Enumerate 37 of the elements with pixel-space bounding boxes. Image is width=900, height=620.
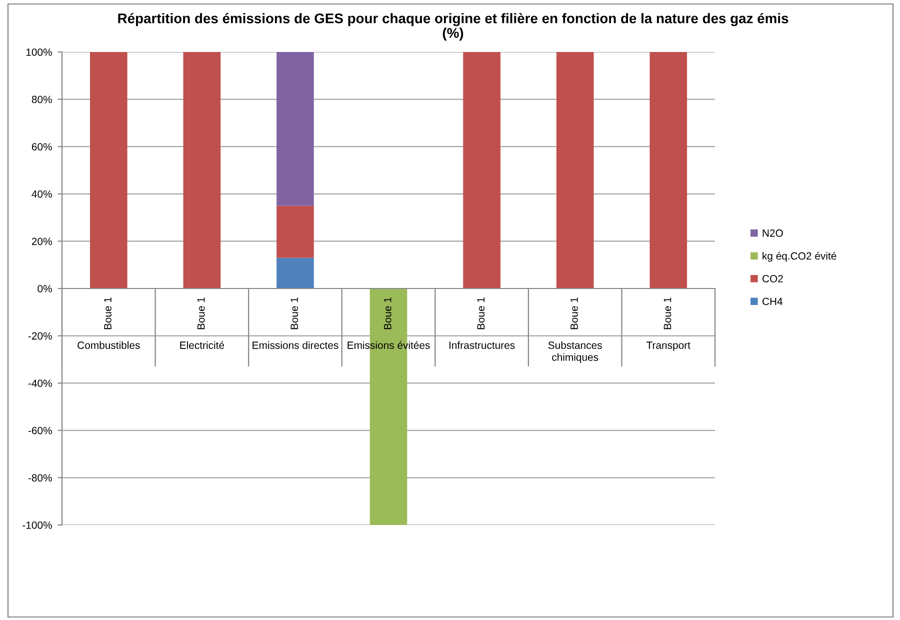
y-tick-label: -20%: [28, 332, 52, 340]
annotation: Boue 1: [104, 298, 112, 330]
legend-label: CH4: [762, 298, 782, 306]
legend-label: kg éq.CO2 évité: [762, 252, 836, 262]
annotation: Boue 1: [197, 298, 205, 330]
x-tick-label: Transport: [646, 342, 690, 351]
bar: [276, 52, 314, 206]
y-tick-label: -100%: [22, 522, 52, 529]
annotation: Boue 1: [477, 298, 485, 330]
annotation: Boue 1: [664, 298, 672, 330]
x-tick-label: Substances chimiques: [548, 341, 602, 363]
y-tick-label: -60%: [28, 426, 52, 434]
bar: [463, 52, 500, 288]
x-tick-label: Infrastructures: [449, 341, 515, 349]
x-tick-label: Combustibles: [78, 341, 140, 349]
y-tick-label: 80%: [32, 96, 52, 104]
y-tick-label: 0%: [38, 285, 52, 292]
chart-title: Répartition des émissions de GES pour chaque origine et filière en fonction de la nature des gaz émis (%): [118, 13, 788, 41]
annotation: Boue 1: [384, 298, 392, 330]
y-tick-label: -40%: [28, 380, 52, 387]
legend-label: CO2: [762, 275, 783, 282]
x-tick-label: Emissions directes: [252, 341, 338, 349]
bar: [556, 52, 594, 288]
y-tick-label: 60%: [32, 143, 52, 150]
legend-label: N2O: [762, 229, 783, 237]
bar: [183, 52, 221, 288]
y-tick-label: 40%: [32, 190, 52, 198]
bar: [650, 52, 688, 288]
y-tick-label: 100%: [26, 48, 52, 56]
annotation: Boue 1: [290, 298, 298, 330]
x-tick-label: Electricité: [180, 341, 224, 349]
y-tick-label: 20%: [32, 238, 52, 246]
bar: [276, 258, 314, 288]
y-tick-label: -80%: [28, 474, 52, 482]
annotation: Boue 1: [570, 298, 578, 330]
bar: [276, 206, 314, 258]
bar: [90, 52, 128, 288]
